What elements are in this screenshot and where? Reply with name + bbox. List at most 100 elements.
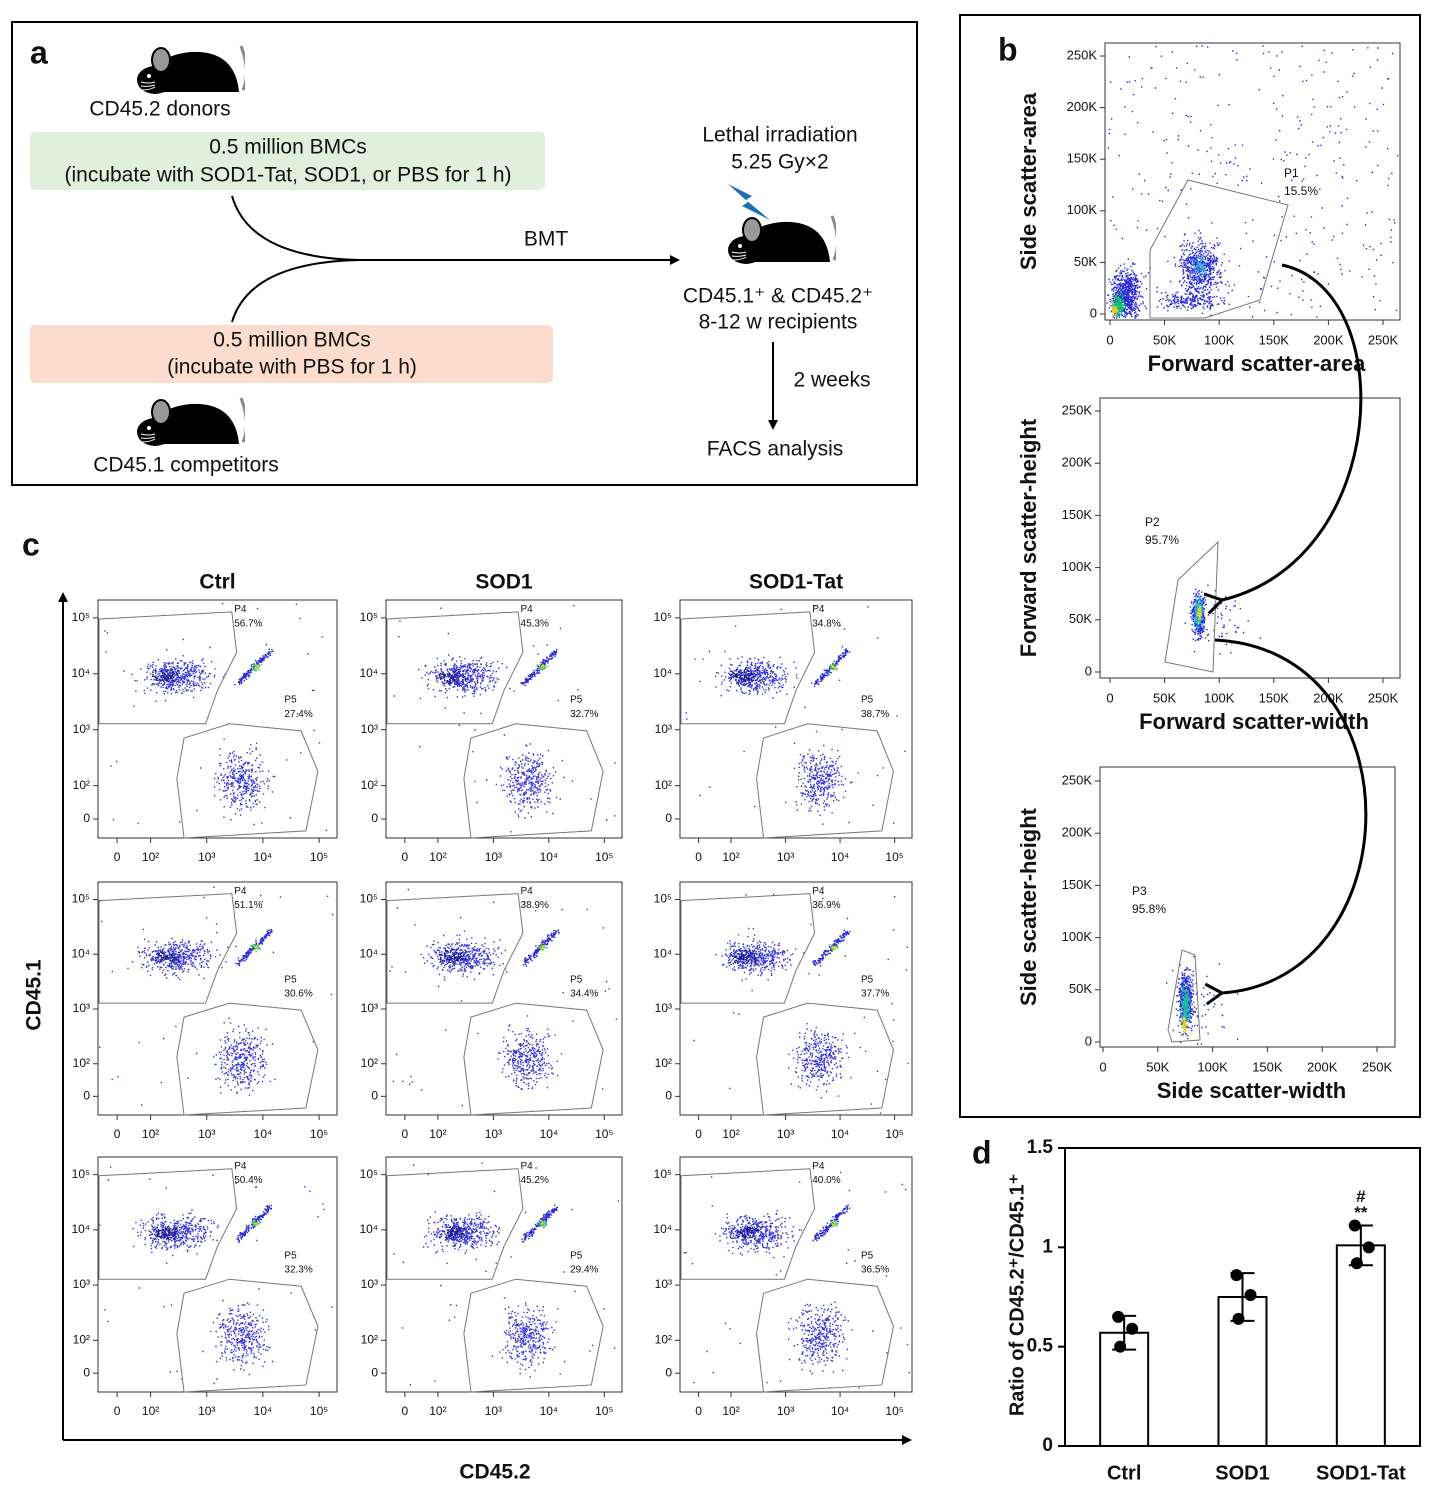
- gate-percent: 32.7%: [570, 709, 598, 720]
- irradiation-text: Lethal irradiation: [702, 124, 857, 147]
- recipient-text: CD45.1⁺ & CD45.2⁺: [683, 285, 873, 308]
- x-tick-label: 10⁴: [831, 1127, 850, 1141]
- x-axis-label: Side scatter-width: [1157, 1078, 1346, 1103]
- x-tick-label: 10⁵: [595, 1404, 613, 1418]
- x-tick-label: 0: [114, 1127, 121, 1141]
- y-axis-label: CD45.1: [23, 959, 46, 1031]
- event-dots: [787, 1301, 853, 1373]
- replicate-point: [1114, 1340, 1127, 1353]
- column-header: SOD1: [475, 571, 533, 594]
- x-tick-label: 100K: [1197, 1059, 1228, 1074]
- panel-a-frame: [11, 21, 918, 486]
- gate-name: P2: [1145, 515, 1160, 529]
- y-tick-label: 10²: [361, 1332, 378, 1346]
- gate-name: P5: [570, 695, 583, 706]
- gate: [1149, 179, 1289, 319]
- x-tick-label: 0: [1099, 1059, 1106, 1074]
- x-tick-label: 50K: [1146, 1059, 1169, 1074]
- event-dots: [714, 1210, 803, 1259]
- y-tick-label: 10²: [655, 778, 672, 792]
- x-tick-label: 10⁴: [540, 850, 559, 864]
- plot-frame: [97, 599, 338, 839]
- interval-label: 2 weeks: [793, 369, 870, 392]
- panel-label: b: [998, 31, 1018, 67]
- y-tick-label: 10²: [73, 1332, 90, 1346]
- gate: [680, 893, 816, 1004]
- event-dots: [811, 648, 851, 687]
- event-dots: [434, 1226, 474, 1243]
- event-dots: [150, 949, 185, 966]
- event-dots: [253, 1222, 259, 1225]
- y-tick-label: 10³: [73, 1001, 90, 1015]
- x-tick-label: Ctrl: [1107, 1462, 1141, 1484]
- x-tick-label: 10³: [485, 850, 502, 864]
- x-tick-label: SOD1: [1215, 1462, 1269, 1484]
- y-tick-label: 10³: [655, 722, 672, 736]
- x-tick-label: 100K: [1204, 332, 1235, 347]
- x-tick-label: 10⁵: [310, 850, 328, 864]
- event-dots: [540, 1221, 545, 1226]
- x-tick-label: 10³: [777, 1127, 794, 1141]
- y-tick-label: 10⁴: [71, 946, 90, 960]
- y-tick-label: 0: [1042, 1435, 1053, 1456]
- donor-label: CD45.2 donors: [89, 98, 230, 121]
- y-tick-label: 0: [1090, 305, 1097, 320]
- y-tick-label: 200K: [1067, 99, 1098, 114]
- x-tick-label: 10⁴: [254, 850, 273, 864]
- gate: [1167, 949, 1201, 1043]
- y-tick-label: 150K: [1062, 507, 1093, 522]
- competitor-box-text: (incubate with PBS for 1 h): [167, 356, 417, 379]
- x-tick-label: 10³: [198, 850, 215, 864]
- event-dots: [148, 1225, 183, 1241]
- gate: [463, 1278, 604, 1393]
- x-tick-label: 10⁵: [885, 1127, 903, 1141]
- x-tick-label: 10³: [485, 1127, 502, 1141]
- event-dots: [831, 664, 836, 670]
- gate-percent: 56.7%: [234, 618, 262, 629]
- donor-mouse: [135, 44, 245, 96]
- gate-name: P4: [521, 886, 534, 897]
- y-tick-label: 10⁴: [71, 666, 90, 680]
- x-tick-label: 10⁵: [595, 1127, 613, 1141]
- recipient-text: 8-12 w recipients: [699, 311, 858, 334]
- gate-name: P5: [284, 975, 297, 986]
- gate-name: P1: [1284, 166, 1299, 180]
- gate-percent: 95.8%: [1132, 902, 1166, 916]
- y-tick-label: 0: [83, 1365, 90, 1379]
- gate-percent: 38.7%: [861, 709, 889, 720]
- y-tick-label: 10²: [73, 778, 90, 792]
- x-tick-label: 10⁴: [254, 1404, 273, 1418]
- gate-percent: 40.0%: [812, 1175, 840, 1186]
- gate-name: P5: [861, 1250, 874, 1261]
- gate-name: P4: [234, 886, 247, 897]
- gate-percent: 38.9%: [521, 900, 549, 911]
- y-tick-label: 1.5: [1027, 1137, 1054, 1158]
- y-tick-label: 10³: [655, 1001, 672, 1015]
- x-tick-label: 0: [695, 1127, 702, 1141]
- competitor-label: CD45.1 competitors: [93, 454, 279, 477]
- plot-frame: [97, 1156, 338, 1393]
- gate: [1164, 540, 1219, 673]
- panel-b-frame: [959, 14, 1421, 1118]
- y-tick-label: 10⁵: [654, 610, 672, 624]
- y-axis-label: Ratio of CD45.2⁺/CD45.1⁺: [1006, 1174, 1028, 1416]
- plot-frame: [679, 599, 913, 839]
- y-tick-label: 10³: [73, 722, 90, 736]
- donor-box-text: 0.5 million BMCs: [209, 136, 367, 159]
- gate: [98, 1168, 238, 1280]
- event-dots: [522, 929, 560, 967]
- gate-name: P4: [812, 604, 825, 615]
- y-tick-label: 10⁴: [653, 946, 672, 960]
- event-dots: [730, 668, 762, 685]
- event-dots: [438, 948, 470, 965]
- y-tick-label: 10⁵: [72, 1167, 90, 1181]
- y-tick-label: 10³: [361, 1277, 378, 1291]
- event-dots: [252, 1220, 261, 1227]
- y-tick-label: 10⁴: [653, 666, 672, 680]
- y-tick-label: 200K: [1062, 455, 1093, 470]
- y-tick-label: 100K: [1062, 929, 1093, 944]
- x-tick-label: 200K: [1307, 1059, 1338, 1074]
- gate-name: P5: [570, 975, 583, 986]
- y-tick-label: 50K: [1069, 611, 1092, 626]
